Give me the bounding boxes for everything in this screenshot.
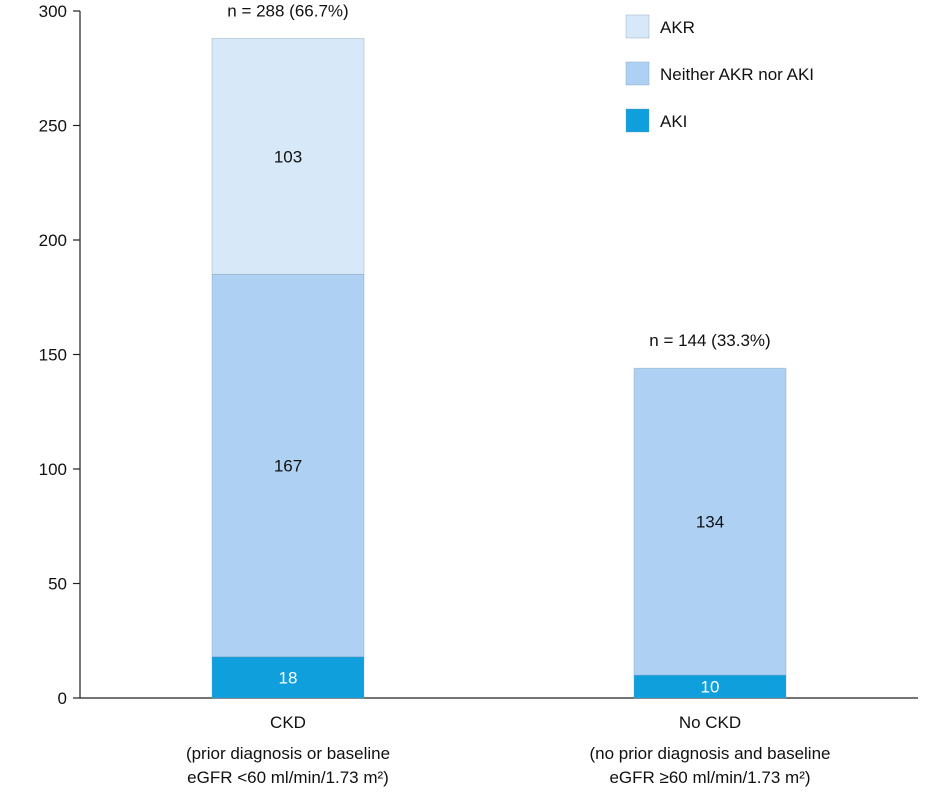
bar-segment [633, 367, 787, 676]
bar-segment [211, 656, 365, 699]
bars: 18 167 103 n = 288 (66.7%) 10 134 n = 144 (33.… [211, 1, 787, 699]
category-sublabel: (no prior diagnosis and baseline [590, 744, 831, 763]
category-label: No CKD [679, 713, 741, 732]
legend-swatch [625, 108, 650, 133]
bar-total-label: n = 144 (33.3%) [649, 331, 770, 350]
y-axis: 0 50 100 150 200 250 300 [39, 2, 81, 708]
y-tick-label: 50 [48, 575, 67, 594]
bar-segment-label: 103 [274, 147, 302, 166]
bar-segment-label: 18 [279, 668, 298, 687]
bar-segment [211, 38, 365, 275]
legend-label: AKR [660, 18, 695, 37]
category-sublabel: eGFR <60 ml/min/1.73 m²) [187, 768, 389, 787]
category-label: CKD [270, 713, 306, 732]
y-tick-label: 0 [58, 689, 67, 708]
category-sublabel: (prior diagnosis or baseline [186, 744, 390, 763]
y-tick-label: 150 [39, 346, 67, 365]
legend-swatch [625, 14, 650, 39]
bar-segment-label: 134 [696, 513, 724, 532]
legend: AKR Neither AKR nor AKI AKI [625, 14, 814, 133]
legend-label: Neither AKR nor AKI [660, 65, 814, 84]
x-axis: CKD (prior diagnosis or baseline eGFR <60 … [80, 697, 918, 787]
y-tick-label: 100 [39, 460, 67, 479]
legend-label: AKI [660, 112, 687, 131]
y-tick-label: 250 [39, 117, 67, 136]
category-sublabel: eGFR ≥60 ml/min/1.73 m²) [609, 768, 810, 787]
y-tick-label: 200 [39, 231, 67, 250]
bar-total-label: n = 288 (66.7%) [227, 1, 348, 20]
bar-segment-label: 167 [274, 457, 302, 476]
legend-swatch [625, 61, 650, 86]
y-tick-label: 300 [39, 2, 67, 21]
bar-segment [211, 273, 365, 658]
bar-segment-label: 10 [701, 678, 720, 697]
